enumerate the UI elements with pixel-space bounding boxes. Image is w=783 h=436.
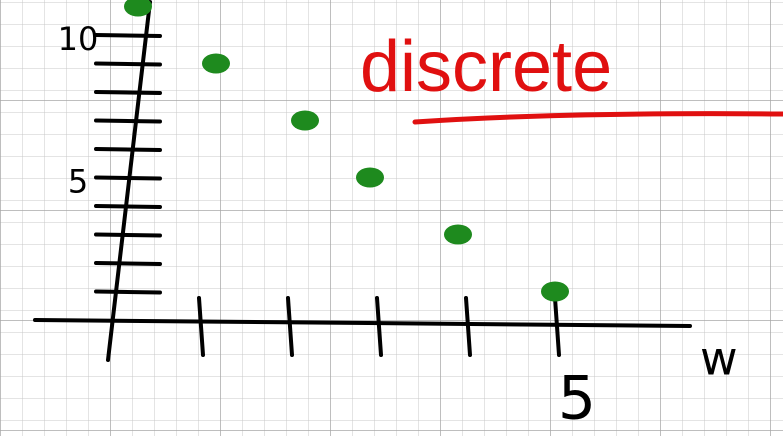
y-tick bbox=[96, 263, 160, 264]
y-tick bbox=[96, 92, 160, 93]
chart: discrete w 5 5 10 bbox=[0, 0, 783, 436]
y-tick bbox=[96, 235, 160, 236]
x-tick-label: 5 bbox=[558, 364, 596, 434]
point bbox=[356, 168, 384, 188]
point bbox=[291, 111, 319, 131]
chart-title: discrete bbox=[360, 27, 612, 107]
point bbox=[202, 54, 230, 74]
point bbox=[541, 282, 569, 302]
y-tick-label: 5 bbox=[68, 163, 88, 201]
y-tick bbox=[96, 206, 160, 207]
y-tick bbox=[96, 121, 160, 122]
y-tick-label: 10 bbox=[58, 20, 99, 58]
x-axis-label: w bbox=[700, 332, 738, 386]
y-tick bbox=[96, 64, 160, 65]
y-tick bbox=[96, 149, 160, 150]
y-tick bbox=[96, 35, 160, 36]
y-tick bbox=[96, 178, 160, 179]
point bbox=[444, 225, 472, 245]
y-tick bbox=[96, 292, 160, 293]
